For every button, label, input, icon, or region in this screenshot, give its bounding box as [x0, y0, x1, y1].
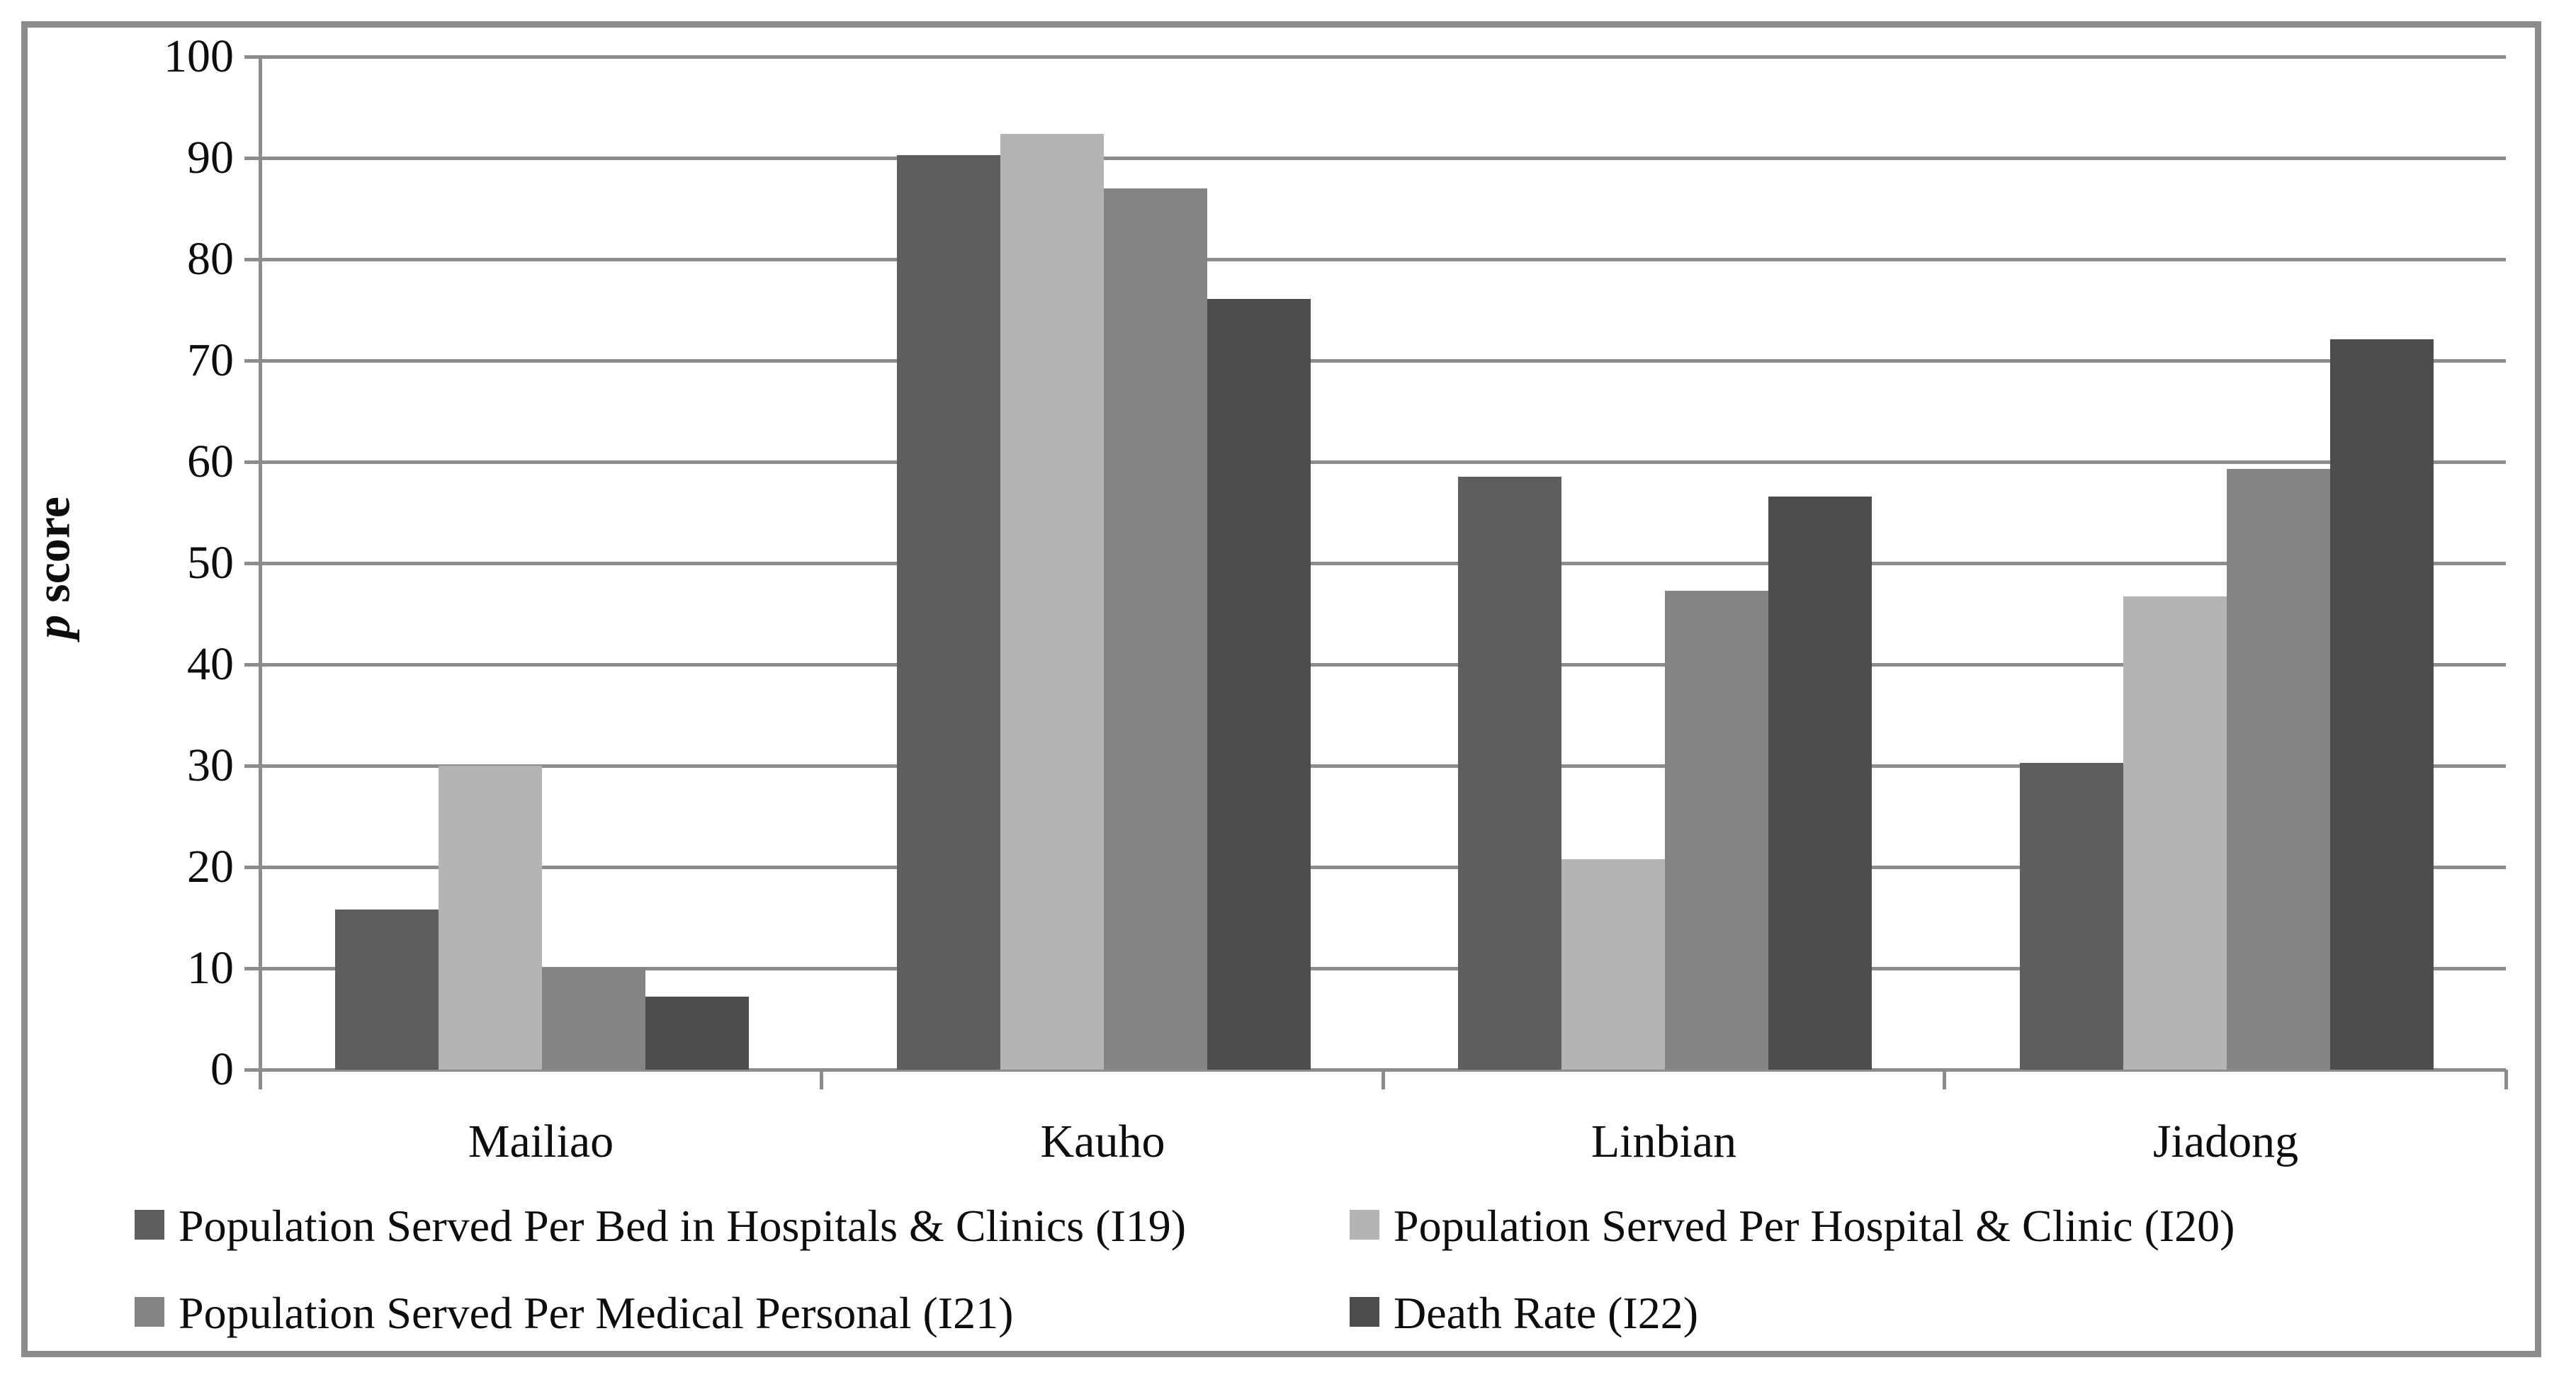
x-category-label: Jiadong — [2152, 1116, 2299, 1167]
y-tick-label: 30 — [187, 740, 234, 791]
legend-swatch-i19 — [135, 1210, 164, 1240]
y-gridline — [244, 156, 2506, 160]
y-axis-line — [258, 57, 262, 1089]
bar-kauho-s3 — [1103, 188, 1207, 1070]
y-tick-label: 100 — [164, 30, 234, 82]
bar-kauho-s4 — [1207, 298, 1311, 1070]
legend-swatch-i21 — [135, 1297, 164, 1327]
y-gridline — [244, 358, 2506, 363]
bar-mailiao-s2 — [439, 766, 542, 1070]
y-tick-label: 40 — [187, 638, 234, 690]
y-tick-label: 70 — [187, 334, 234, 386]
y-gridline — [244, 561, 2506, 565]
x-axis-tick — [1381, 1070, 1385, 1089]
legend-item: Population Served Per Medical Personal (… — [135, 1286, 1013, 1341]
legend-label-i22: Death Rate (I22) — [1394, 1288, 1699, 1338]
legend-label-i20: Population Served Per Hospital & Clinic … — [1394, 1201, 2235, 1251]
y-gridline — [244, 764, 2506, 768]
y-axis-title-italic: p — [26, 614, 80, 639]
x-axis-tick — [820, 1070, 823, 1089]
y-gridline — [244, 966, 2506, 970]
x-category-label: Linbian — [1591, 1116, 1737, 1167]
bar-jiadong-s1 — [2019, 762, 2123, 1070]
bar-linbian-s1 — [1458, 477, 1561, 1070]
x-category-label: Kauho — [1040, 1116, 1165, 1167]
y-tick-label: 20 — [187, 841, 234, 893]
bar-jiadong-s3 — [2226, 469, 2330, 1070]
bar-mailiao-s4 — [645, 997, 749, 1070]
legend-label-i21: Population Served Per Medical Personal (… — [179, 1288, 1014, 1338]
legend-item: Death Rate (I22) — [1350, 1286, 1698, 1341]
y-gridline — [244, 1067, 2506, 1072]
legend-label-i19: Population Served Per Bed in Hospitals &… — [179, 1201, 1187, 1251]
x-category-label: Mailiao — [468, 1116, 614, 1167]
y-gridline — [244, 865, 2506, 869]
legend-item: Population Served Per Hospital & Clinic … — [1350, 1199, 2235, 1254]
y-gridline — [244, 55, 2506, 59]
y-tick-label: 10 — [187, 942, 234, 994]
x-axis-tick — [2504, 1070, 2508, 1089]
x-axis-tick — [1943, 1070, 1946, 1089]
bar-linbian-s2 — [1561, 859, 1665, 1070]
bar-jiadong-s2 — [2123, 596, 2227, 1070]
bar-kauho-s1 — [896, 154, 1000, 1070]
y-gridline — [244, 460, 2506, 464]
y-gridline — [244, 257, 2506, 261]
y-tick-label: 0 — [210, 1043, 234, 1095]
bar-linbian-s4 — [1768, 496, 1872, 1070]
legend-item: Population Served Per Bed in Hospitals &… — [135, 1199, 1186, 1254]
y-gridline — [244, 662, 2506, 667]
y-tick-label: 50 — [187, 537, 234, 589]
y-tick-label: 90 — [187, 132, 234, 183]
legend-swatch-i22 — [1350, 1297, 1379, 1327]
y-tick-label: 80 — [187, 233, 234, 285]
y-tick-label: 60 — [187, 436, 234, 487]
bar-jiadong-s4 — [2329, 339, 2434, 1070]
x-axis-tick — [258, 1070, 262, 1089]
bar-linbian-s3 — [1665, 590, 1768, 1070]
bar-mailiao-s3 — [542, 967, 645, 1070]
bar-kauho-s2 — [1000, 133, 1104, 1070]
bar-mailiao-s1 — [335, 910, 439, 1070]
legend-swatch-i20 — [1350, 1210, 1379, 1240]
